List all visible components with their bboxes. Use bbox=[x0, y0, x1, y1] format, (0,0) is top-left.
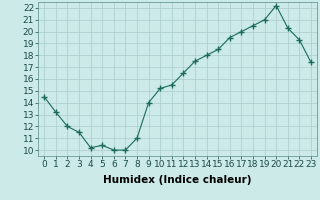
X-axis label: Humidex (Indice chaleur): Humidex (Indice chaleur) bbox=[103, 175, 252, 185]
